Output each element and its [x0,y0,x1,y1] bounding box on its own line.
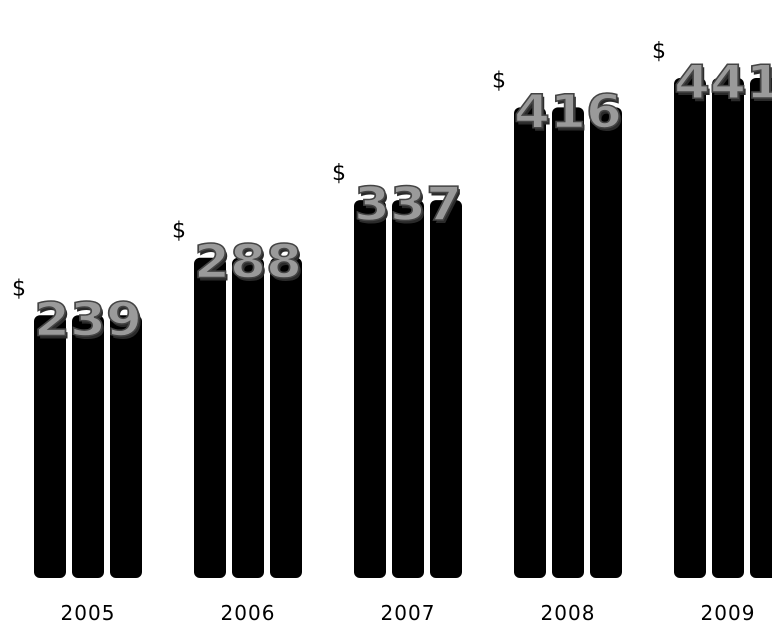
currency-symbol: $ [332,161,346,186]
value-label: 288 [194,235,302,289]
bar-column [354,200,386,578]
value-label-shadow: 337 [356,180,464,234]
value-label-shadow: 441 [676,58,772,112]
bar-column [232,257,264,578]
bar-column [34,315,66,578]
x-axis-tick-labels: 2005 2006 2007 2008 2009 [61,601,756,625]
bar-column [430,200,462,578]
value-label-shadow: 416 [516,87,624,141]
bar-column [590,107,622,578]
bar-column [270,257,302,578]
value-label: 337 [354,177,462,231]
bar-column [194,257,226,578]
value-label: 441 [674,55,772,109]
x-tick-label: 2006 [221,601,276,625]
bar-column [712,78,744,578]
value-label: 416 [514,84,622,138]
bar-column [514,107,546,578]
currency-symbol: $ [172,219,186,244]
value-label-shadow: 288 [196,238,304,292]
bar-column [552,107,584,578]
bar-column [750,78,772,578]
x-tick-label: 2007 [381,601,436,625]
value-label: 239 [34,292,142,346]
bar-column [674,78,706,578]
bar-column [392,200,424,578]
currency-symbol: $ [652,39,666,64]
x-tick-label: 2009 [701,601,756,625]
x-tick-label: 2008 [541,601,596,625]
currency-symbol: $ [492,68,506,93]
x-tick-label: 2005 [61,601,116,625]
bar-column [72,315,104,578]
bar-column [110,315,142,578]
value-label-shadow: 239 [36,295,144,349]
currency-symbol: $ [12,276,26,301]
